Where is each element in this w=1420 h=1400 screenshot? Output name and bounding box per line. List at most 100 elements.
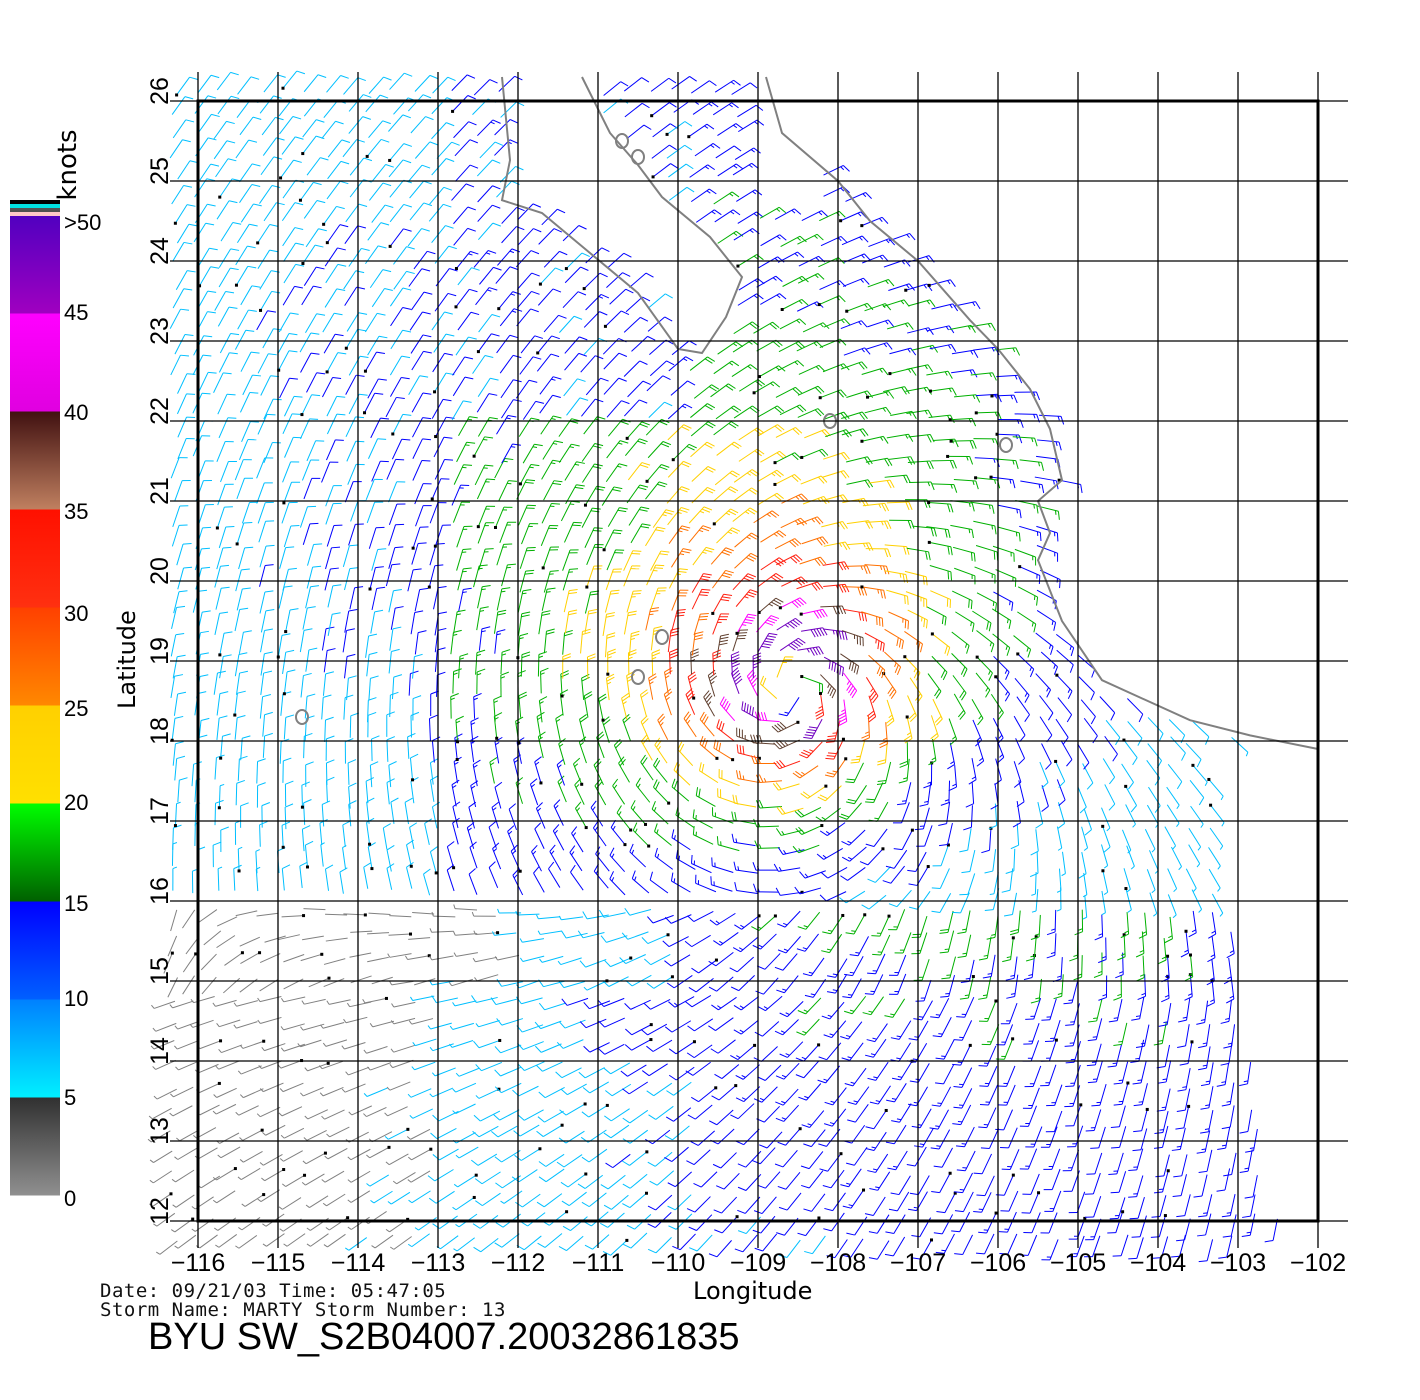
barb-tick — [1053, 666, 1058, 675]
barb-half-tick — [554, 829, 558, 834]
barb-half-tick — [554, 805, 559, 809]
barb-staff — [424, 823, 430, 846]
barb-staff — [497, 1125, 518, 1138]
wind-barb — [366, 1174, 390, 1187]
wind-barb — [609, 847, 626, 873]
barb-staff — [1032, 1065, 1042, 1087]
barb-staff — [785, 1172, 801, 1190]
barb-staff — [260, 1189, 280, 1202]
barb-staff — [1146, 869, 1156, 891]
barb-staff — [304, 998, 326, 1005]
barb-half-tick — [826, 948, 832, 951]
wind-barb — [708, 976, 734, 992]
wind-barb — [363, 862, 372, 889]
barb-staff — [854, 1146, 868, 1166]
barb-staff — [470, 785, 477, 808]
wind-barb — [258, 1060, 283, 1069]
barb-staff — [432, 980, 454, 986]
barb-tick — [1112, 753, 1118, 762]
barb-tick — [1041, 805, 1049, 812]
barb-staff — [626, 675, 631, 698]
barb-staff — [648, 677, 654, 700]
barb-staff — [476, 974, 499, 982]
barb-tick — [999, 1252, 1008, 1255]
barb-tick — [771, 725, 779, 733]
wind-barb — [561, 997, 589, 1006]
wind-barb — [414, 978, 436, 986]
barb-staff — [1118, 1105, 1126, 1127]
barb-staff — [1008, 1002, 1018, 1024]
barb-half-tick — [1073, 954, 1078, 957]
barb-tick — [704, 692, 712, 701]
barb-half-tick — [1196, 863, 1201, 868]
barb-staff — [283, 1023, 305, 1031]
barb-staff — [302, 607, 308, 630]
wind-barb — [1053, 974, 1064, 1000]
barb-tick — [473, 1040, 480, 1049]
barb-half-tick — [847, 1056, 852, 1059]
barb-staff — [1004, 1024, 1014, 1046]
barb-tick — [888, 903, 898, 908]
wind-barb — [1131, 1215, 1147, 1238]
barb-staff — [262, 714, 266, 737]
wind-barb — [1180, 931, 1190, 958]
barb-staff — [239, 936, 261, 947]
wind-barb — [978, 1107, 997, 1129]
barb-half-tick — [763, 1006, 769, 1010]
barb-half-tick — [637, 783, 641, 788]
wind-barb — [412, 912, 435, 915]
wind-barb — [339, 867, 348, 894]
barb-tick — [630, 633, 640, 638]
barb-tick — [954, 1191, 963, 1194]
barb-half-tick — [1182, 1086, 1187, 1088]
barb-staff — [591, 1211, 609, 1227]
barb-half-tick — [653, 807, 657, 812]
barb-tick — [689, 677, 697, 684]
barb-half-tick — [855, 952, 860, 954]
barb-staff — [852, 1067, 867, 1087]
barb-staff — [786, 697, 800, 716]
wind-barb — [259, 1082, 284, 1093]
wind-barb — [283, 1233, 306, 1247]
barb-staff — [1140, 1128, 1148, 1150]
barb-tick — [454, 733, 463, 739]
barb-staff — [351, 1105, 372, 1116]
barb-staff — [369, 1146, 390, 1159]
barb-staff — [1206, 1194, 1213, 1216]
wind-barb — [216, 1132, 240, 1144]
wind-barb — [429, 846, 438, 874]
barb-tick — [935, 1057, 945, 1060]
wind-barb — [622, 1173, 648, 1189]
wind-barb — [191, 869, 197, 894]
wind-barb — [1102, 870, 1109, 896]
barb-tick — [1171, 1148, 1181, 1151]
barb-staff — [1167, 976, 1170, 999]
barb-tick — [1087, 1039, 1097, 1042]
barb-staff — [593, 871, 609, 889]
wind-barb — [979, 1000, 997, 1022]
wind-barb — [513, 1124, 540, 1137]
wind-barb — [923, 762, 933, 789]
rain-flag — [841, 737, 845, 741]
barb-staff — [603, 912, 626, 918]
wind-barb — [299, 1086, 324, 1097]
wind-barb — [733, 996, 759, 1011]
barb-staff — [281, 868, 285, 891]
wind-barb — [1056, 674, 1073, 700]
barb-half-tick — [801, 1056, 806, 1060]
barb-tick — [907, 869, 916, 873]
wind-barb — [598, 1017, 625, 1028]
barb-half-tick — [453, 672, 458, 675]
wind-barb — [867, 1153, 889, 1173]
barb-staff — [255, 851, 258, 874]
barb-half-tick — [611, 877, 615, 882]
barb-staff — [538, 700, 543, 723]
barb-tick — [521, 654, 531, 659]
barb-staff — [1143, 1024, 1150, 1047]
barb-staff — [1158, 1215, 1166, 1237]
barb-staff — [241, 1167, 261, 1181]
barb-tick — [1113, 1043, 1122, 1046]
barb-tick — [1120, 933, 1129, 939]
barb-staff — [1144, 912, 1148, 935]
wind-barb — [234, 652, 248, 677]
